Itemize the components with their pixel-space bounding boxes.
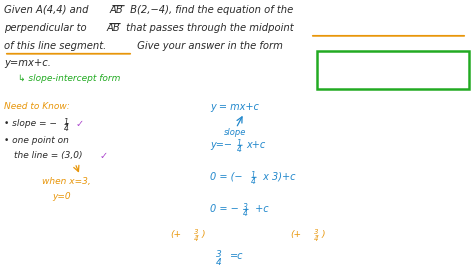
Text: ✓: ✓ (76, 119, 84, 129)
Text: y=mx+c.: y=mx+c. (4, 59, 51, 68)
Text: 1: 1 (237, 139, 242, 148)
Text: y = mx+c: y = mx+c (210, 102, 259, 112)
Text: 1: 1 (350, 55, 356, 65)
Text: 4: 4 (251, 177, 256, 186)
Text: x 3)+c: x 3)+c (260, 172, 295, 182)
Text: 3: 3 (314, 229, 319, 235)
Text: perpendicular to: perpendicular to (4, 23, 90, 33)
Text: ½: ½ (349, 55, 358, 65)
Text: • slope = −: • slope = − (4, 119, 57, 128)
Text: ↳ slope-intercept form: ↳ slope-intercept form (18, 74, 120, 82)
Text: 4: 4 (350, 61, 356, 71)
Text: y=−: y=− (210, 140, 232, 149)
Text: 1: 1 (251, 171, 256, 180)
Text: 3: 3 (216, 250, 222, 259)
Text: the line = (3,0): the line = (3,0) (14, 151, 82, 160)
Text: y=0: y=0 (52, 192, 71, 201)
Text: when x=3,: when x=3, (42, 177, 91, 186)
Text: B(2,−4), find the equation of the: B(2,−4), find the equation of the (127, 5, 293, 15)
Text: 1: 1 (64, 118, 69, 127)
Text: x+c: x+c (246, 140, 265, 149)
Text: 4: 4 (194, 236, 199, 242)
Text: • one point on: • one point on (4, 136, 69, 145)
Text: ): ) (322, 230, 326, 239)
Text: y=−: y=− (323, 55, 350, 68)
Text: AB: AB (107, 23, 121, 33)
Text: Given A(4,4) and: Given A(4,4) and (4, 5, 91, 15)
Text: 3: 3 (243, 203, 248, 212)
Text: that passes through the midpoint: that passes through the midpoint (123, 23, 293, 33)
Text: 0 = −: 0 = − (210, 204, 239, 214)
Text: =c: =c (230, 251, 244, 261)
FancyBboxPatch shape (317, 51, 469, 89)
Text: (+: (+ (290, 230, 301, 239)
Text: 4: 4 (243, 209, 248, 218)
Text: slope: slope (224, 128, 246, 137)
Text: y=−: y=− (323, 57, 350, 70)
Text: 4: 4 (314, 236, 319, 242)
Text: ✓: ✓ (100, 151, 108, 161)
Text: +c: +c (252, 204, 269, 214)
Text: x+: x+ (361, 57, 378, 70)
Text: (+: (+ (170, 230, 181, 239)
Text: AB: AB (110, 5, 124, 15)
Text: 3: 3 (194, 229, 199, 235)
Text: 4: 4 (64, 123, 69, 132)
Text: 3: 3 (377, 55, 383, 65)
Text: of this line segment.: of this line segment. (4, 40, 106, 51)
Text: 4: 4 (377, 61, 383, 71)
Text: 4: 4 (216, 258, 222, 266)
Text: Need to Know:: Need to Know: (4, 102, 70, 111)
Text: Give your answer in the form: Give your answer in the form (134, 40, 283, 51)
Text: ): ) (202, 230, 206, 239)
Text: 4: 4 (237, 145, 242, 154)
Text: 0 = (−: 0 = (− (210, 172, 243, 182)
